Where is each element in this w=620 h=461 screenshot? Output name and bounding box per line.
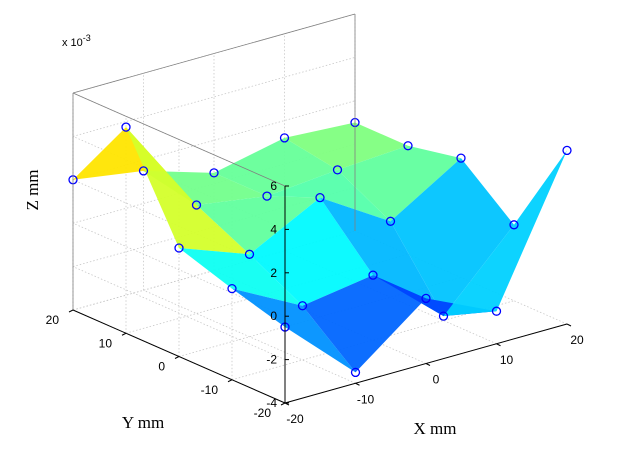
y-tick-label: 0	[158, 360, 165, 374]
surface-patch	[284, 122, 408, 170]
x-tick-label: 10	[500, 353, 514, 367]
z-tick-label: 0	[270, 309, 277, 323]
box-edge	[72, 92, 286, 187]
x-tick-mark	[355, 382, 360, 386]
surface-patch	[126, 127, 250, 255]
data-point-marker	[315, 192, 325, 203]
x-tick-label: -20	[286, 412, 304, 426]
surface-patch	[337, 145, 461, 222]
data-point-marker	[385, 216, 396, 226]
side-wall-grid-line	[72, 266, 286, 360]
x-tick-label: 20	[570, 333, 584, 347]
data-point-marker	[262, 191, 272, 201]
surface-patch	[320, 197, 444, 317]
y-tick-label: 20	[46, 313, 60, 327]
x-tick-mark	[425, 363, 431, 366]
z-tick-label: 4	[270, 222, 277, 236]
data-point-marker	[138, 166, 149, 176]
data-point-marker	[509, 220, 519, 230]
data-point-marker	[368, 270, 378, 280]
z-axis-label: Z mm	[23, 169, 42, 210]
surface-patch	[143, 170, 267, 205]
data-point-marker	[350, 367, 361, 378]
data-point-marker	[174, 243, 184, 253]
surface-patch	[73, 127, 197, 205]
surface-patch	[196, 196, 320, 255]
z-tick-label: -4	[266, 396, 277, 410]
box-edge	[72, 13, 356, 94]
data-point-marker	[456, 153, 466, 163]
y-tick-mark	[174, 356, 180, 359]
z-tick-label: -2	[266, 353, 277, 367]
data-point-marker	[421, 293, 431, 304]
x-tick-label: -10	[357, 392, 375, 406]
data-point-marker	[121, 122, 131, 132]
z-exponent-label: x 10-3	[62, 33, 91, 49]
data-point-marker	[438, 311, 449, 321]
x-tick-mark	[496, 343, 501, 347]
z-tick-label: 6	[270, 179, 277, 193]
data-point-marker	[191, 200, 202, 210]
surface-patch	[443, 150, 567, 317]
z-exponent-base: x 10	[62, 37, 83, 49]
surface-patch	[214, 137, 338, 197]
y-tick-mark	[280, 402, 286, 406]
x-axis-label: X mm	[414, 419, 457, 438]
data-point-marker	[227, 283, 237, 294]
surface-patch	[232, 288, 356, 373]
data-point-marker	[297, 301, 308, 311]
data-point-marker	[403, 141, 413, 151]
x-tick-label: 0	[433, 373, 440, 387]
y-tick-label: -20	[254, 406, 272, 420]
y-tick-mark	[121, 332, 127, 336]
surface-patch	[390, 158, 514, 317]
y-tick-label: 10	[99, 336, 113, 350]
x-tick-mark	[566, 323, 572, 327]
back-wall-grid-line	[72, 57, 356, 137]
data-point-marker	[209, 168, 219, 178]
data-point-marker	[332, 165, 343, 175]
floor-grid-line	[143, 289, 356, 384]
data-point-marker	[279, 133, 290, 143]
data-point-marker	[562, 145, 572, 156]
surface-patch	[179, 248, 303, 306]
data-point-marker	[491, 306, 502, 316]
z-tick-label: 2	[270, 266, 277, 280]
surface-patch	[267, 169, 391, 222]
y-tick-mark	[68, 309, 74, 313]
y-axis-label: Y mm	[122, 413, 164, 432]
z-exponent-power: -3	[83, 33, 91, 43]
y-tick-mark	[227, 379, 233, 383]
y-tick-label: -10	[201, 383, 219, 397]
marker-layer	[68, 117, 572, 378]
surface-patch	[249, 197, 373, 306]
data-point-marker	[244, 249, 255, 259]
surface-layer	[73, 122, 567, 373]
surface-patch	[302, 275, 426, 373]
